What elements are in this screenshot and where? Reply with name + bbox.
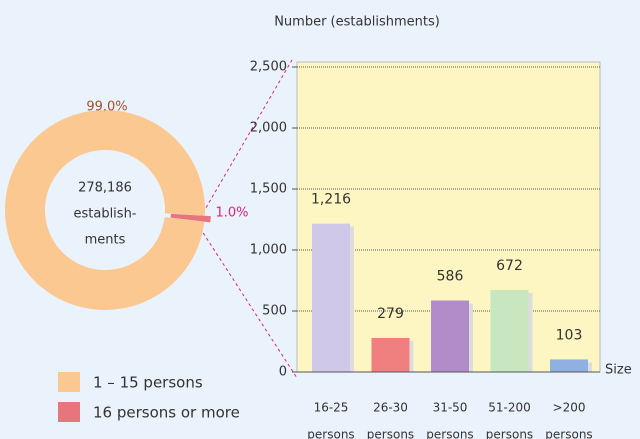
legend-label: 1 – 15 persons [93, 374, 203, 392]
bar [550, 359, 588, 372]
pie-slice [170, 213, 211, 223]
data-label: 1,216 [311, 192, 351, 208]
legend-label: 16 persons or more [93, 404, 240, 422]
y-tick-label: 1,000 [250, 243, 287, 258]
x-tick-label: 51-200 [488, 401, 531, 415]
x-tick-label: 16-25 [314, 401, 349, 415]
data-label: 103 [556, 327, 583, 343]
y-tick-label: 0 [279, 365, 287, 380]
bar [490, 290, 529, 372]
x-tick-label: persons [426, 428, 473, 439]
legend-swatch [58, 372, 80, 392]
center-text: establish- [73, 207, 136, 222]
bar [371, 337, 410, 372]
y-tick-label: 2,000 [250, 121, 287, 136]
x-tick-label: persons [307, 428, 354, 439]
y-tick-label: 500 [262, 304, 287, 319]
y-tick-label: 1,500 [250, 182, 287, 197]
x-tick-label: >200 [553, 401, 586, 415]
data-label: 1.0% [215, 206, 248, 221]
data-label: 99.0% [86, 100, 127, 115]
data-label: 586 [437, 269, 464, 285]
center-text: 278,186 [78, 181, 132, 196]
y-tick-label: 2,500 [250, 60, 287, 75]
legend-swatch [58, 402, 80, 422]
x-tick-label: persons [367, 428, 414, 439]
data-label: 279 [377, 306, 404, 322]
connector [199, 59, 293, 219]
x-tick-label: 31-50 [433, 401, 468, 415]
data-label: 672 [496, 258, 523, 274]
x-tick-label: persons [486, 428, 533, 439]
chart-title: Number (establishments) [274, 15, 440, 30]
center-text: ments [85, 233, 126, 248]
x-tick-label: persons [545, 428, 592, 439]
pie-slice [4, 109, 206, 310]
x-tick-label: 26-30 [373, 401, 408, 415]
bar [312, 223, 350, 372]
x-axis-label: Size [605, 363, 632, 378]
bar [431, 300, 469, 372]
